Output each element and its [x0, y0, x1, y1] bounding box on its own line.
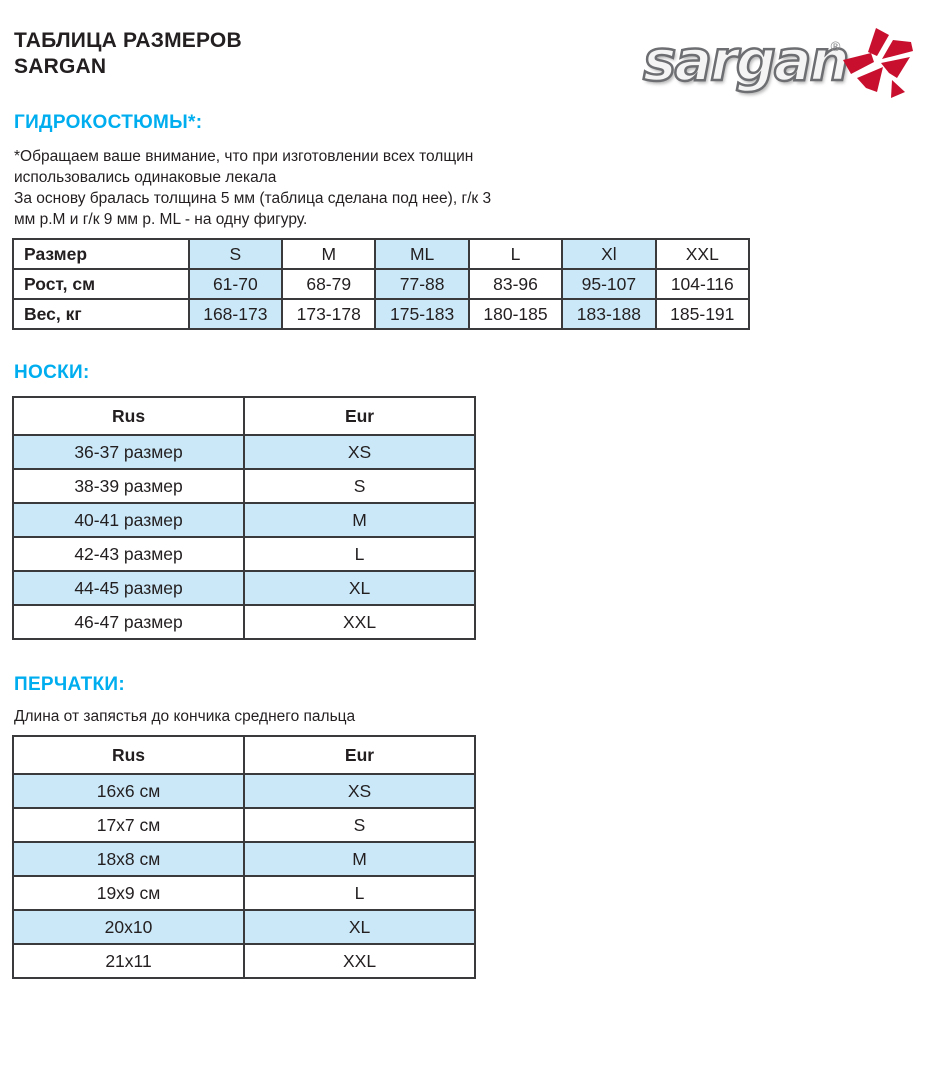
table-cell: 185-191 — [654, 298, 751, 330]
table-row: 42-43 размер L — [11, 536, 476, 572]
table-cell: 19x9 см — [11, 875, 246, 911]
page-header: ТАБЛИЦА РАЗМЕРОВ SARGAN sargan ® — [0, 0, 951, 112]
table-cell: 21x11 — [11, 943, 246, 979]
table-cell: ML — [374, 238, 470, 270]
table-cell: 46-47 размер — [11, 604, 246, 640]
gloves-size-table: Rus Eur 16x6 см XS 17x7 см S 18x8 см M — [11, 735, 476, 979]
table-cell: 68-79 — [281, 268, 377, 300]
row-label: Размер — [12, 238, 190, 270]
table-row: 20x10 XL — [11, 909, 476, 945]
section-heading-wetsuits: ГИДРОКОСТЮМЫ*: — [14, 112, 203, 133]
table-cell: L — [243, 536, 476, 572]
table-cell: L — [467, 238, 564, 270]
table-cell: 40-41 размер — [11, 502, 246, 538]
socks-size-table: Rus Eur 36-37 размер XS 38-39 размер S 4… — [11, 396, 476, 640]
section-heading-gloves: ПЕРЧАТКИ: — [14, 674, 126, 695]
table-row: 46-47 размер XXL — [11, 604, 476, 640]
logo-wordmark: sargan — [642, 28, 851, 95]
table-cell: 44-45 размер — [11, 570, 246, 606]
table-row: 38-39 размер S — [11, 468, 476, 504]
column-header-rus: Rus — [11, 396, 246, 436]
table-cell: 95-107 — [561, 268, 657, 300]
table-cell: Xl — [561, 238, 657, 270]
table-cell: M — [243, 841, 476, 877]
page-title-line2: SARGAN — [14, 55, 107, 78]
table-cell: 38-39 размер — [11, 468, 246, 504]
table-row: 17x7 см S — [11, 807, 476, 843]
table-row: Рост, см 61-70 68-79 77-88 83-96 95-107 … — [12, 268, 751, 300]
section-wetsuits: ГИДРОКОСТЮМЫ*: *Обращаем ваше внимание, … — [0, 112, 951, 330]
table-row: Размер S M ML L Xl XXL — [12, 238, 751, 270]
table-cell: L — [243, 875, 476, 911]
table-row: 40-41 размер M — [11, 502, 476, 538]
section-socks: НОСКИ: Rus Eur 36-37 размер XS 38-39 раз… — [0, 362, 951, 640]
page-title: ТАБЛИЦА РАЗМЕРОВ SARGAN — [14, 28, 242, 80]
table-row: 18x8 см M — [11, 841, 476, 877]
section-gloves: ПЕРЧАТКИ: Длина от запястья до кончика с… — [0, 674, 951, 979]
table-cell: 104-116 — [654, 268, 751, 300]
table-cell: XS — [243, 434, 476, 470]
table-header-row: Rus Eur — [11, 735, 476, 775]
table-row: 36-37 размер XS — [11, 434, 476, 470]
row-label: Рост, см — [12, 268, 190, 300]
column-header-rus: Rus — [11, 735, 246, 775]
table-cell: 18x8 см — [11, 841, 246, 877]
table-cell: 16x6 см — [11, 773, 246, 809]
table-cell: XXL — [243, 943, 476, 979]
table-cell: 183-188 — [561, 298, 657, 330]
table-row: Вес, кг 168-173 173-178 175-183 180-185 … — [12, 298, 751, 330]
page-title-line1: ТАБЛИЦА РАЗМЕРОВ — [14, 29, 242, 52]
table-cell: 61-70 — [187, 268, 284, 300]
column-header-eur: Eur — [243, 735, 476, 775]
row-label: Вес, кг — [12, 298, 190, 330]
registered-trademark-icon: ® — [829, 40, 842, 55]
table-cell: 173-178 — [281, 298, 377, 330]
table-cell: S — [243, 807, 476, 843]
star-icon — [843, 28, 913, 98]
table-cell: XS — [243, 773, 476, 809]
table-cell: 175-183 — [374, 298, 470, 330]
table-cell: 180-185 — [467, 298, 564, 330]
table-row: 19x9 см L — [11, 875, 476, 911]
table-cell: S — [187, 238, 284, 270]
sargan-logo: sargan ® — [642, 24, 915, 106]
table-row: 16x6 см XS — [11, 773, 476, 809]
table-cell: XXL — [243, 604, 476, 640]
table-cell: XL — [243, 570, 476, 606]
table-header-row: Rus Eur — [11, 396, 476, 436]
table-cell: XL — [243, 909, 476, 945]
table-cell: S — [243, 468, 476, 504]
table-row: 44-45 размер XL — [11, 570, 476, 606]
table-cell: 36-37 размер — [11, 434, 246, 470]
table-cell: 168-173 — [187, 298, 284, 330]
table-cell: 20x10 — [11, 909, 246, 945]
section-heading-socks: НОСКИ: — [14, 362, 90, 383]
table-cell: M — [281, 238, 377, 270]
gloves-note: Длина от запястья до кончика среднего па… — [14, 708, 356, 725]
table-cell: M — [243, 502, 476, 538]
table-cell: 77-88 — [374, 268, 470, 300]
table-cell: XXL — [654, 238, 751, 270]
wetsuits-note: *Обращаем ваше внимание, что при изготов… — [14, 148, 492, 228]
table-row: 21x11 XXL — [11, 943, 476, 979]
table-cell: 83-96 — [467, 268, 564, 300]
table-cell: 42-43 размер — [11, 536, 246, 572]
column-header-eur: Eur — [243, 396, 476, 436]
wetsuits-size-table: Размер S M ML L Xl XXL Рост, см 61-70 68… — [12, 238, 751, 330]
table-cell: 17x7 см — [11, 807, 246, 843]
